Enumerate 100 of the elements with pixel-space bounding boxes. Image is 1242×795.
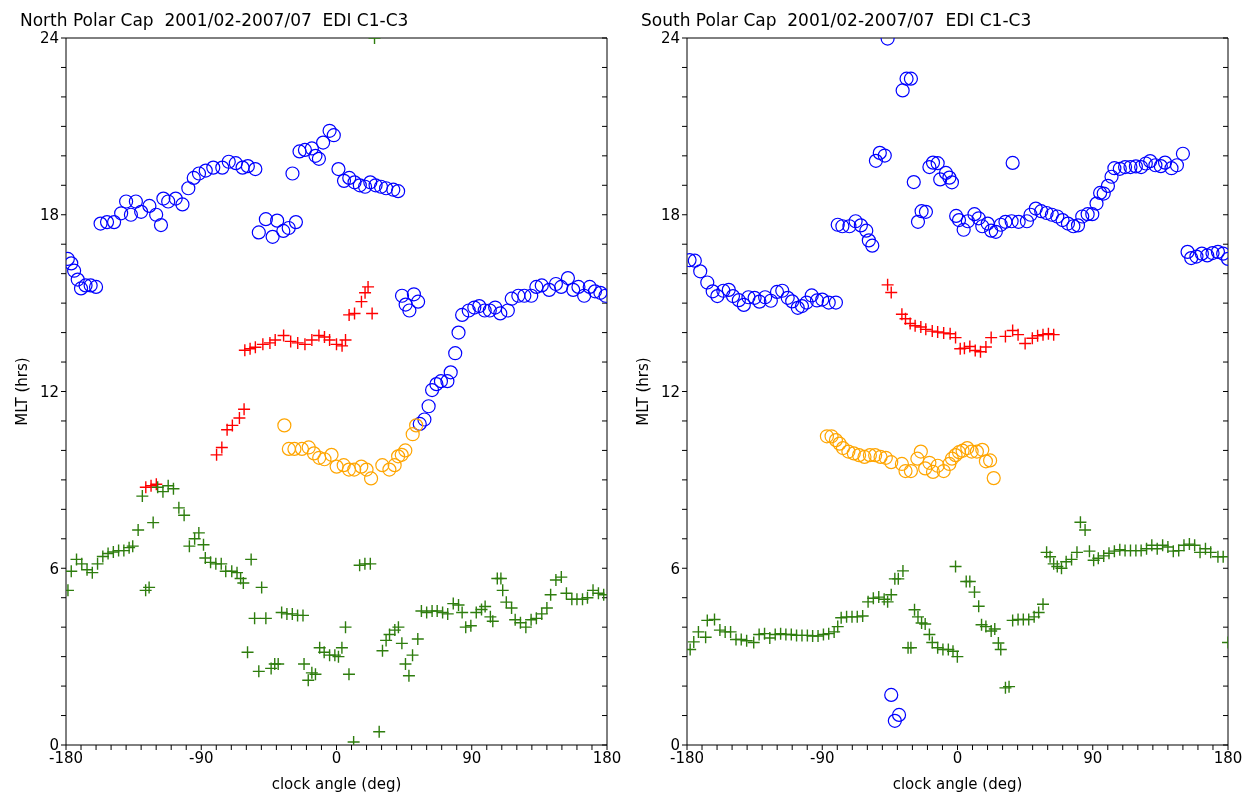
point xyxy=(312,328,326,343)
y-tick-label: 12 xyxy=(660,382,680,401)
x-axis-title: clock angle (deg) xyxy=(892,775,1023,793)
point xyxy=(894,456,909,472)
chart-title: North Polar Cap 2001/02-2007/07 EDI C1-C3 xyxy=(20,10,409,30)
point xyxy=(957,341,972,355)
point xyxy=(930,458,945,473)
point xyxy=(919,322,933,337)
point xyxy=(281,441,296,457)
point xyxy=(209,448,224,462)
point xyxy=(248,340,263,355)
x-tick-label: 0 xyxy=(952,748,963,767)
point xyxy=(237,402,251,416)
point xyxy=(375,458,390,473)
point xyxy=(978,454,993,469)
point xyxy=(363,471,379,486)
chart-title: South Polar Cap 2001/02-2007/07 EDI C1-C3 xyxy=(641,10,1032,30)
x-axis-title: clock angle (deg) xyxy=(271,775,402,793)
x-tick-label: 90 xyxy=(1083,748,1103,767)
point xyxy=(1030,329,1045,343)
point xyxy=(232,411,247,425)
point xyxy=(936,326,951,340)
point xyxy=(329,459,344,474)
y-tick-label: 24 xyxy=(39,29,59,48)
point xyxy=(873,449,888,464)
point xyxy=(898,463,913,479)
point xyxy=(942,456,957,472)
point xyxy=(998,329,1013,344)
point xyxy=(922,455,937,470)
point xyxy=(857,449,872,464)
point xyxy=(913,444,928,459)
point xyxy=(944,451,960,466)
point xyxy=(828,433,844,448)
point xyxy=(294,441,310,457)
point xyxy=(986,471,1001,486)
point xyxy=(225,418,240,433)
point xyxy=(382,462,397,477)
point xyxy=(908,319,922,333)
point xyxy=(984,330,998,345)
point xyxy=(948,448,963,463)
y-tick-label: 12 xyxy=(39,382,59,401)
y-tick-label: 6 xyxy=(670,559,680,578)
point xyxy=(361,280,375,294)
point xyxy=(398,443,413,458)
point xyxy=(975,442,990,457)
point xyxy=(925,464,941,480)
point xyxy=(324,447,339,462)
point xyxy=(918,461,933,476)
point xyxy=(983,453,998,468)
point xyxy=(955,443,970,458)
y-tick-label: 18 xyxy=(660,206,680,225)
point xyxy=(1046,327,1061,342)
point xyxy=(387,458,402,473)
point xyxy=(243,342,257,356)
point xyxy=(306,446,322,461)
point xyxy=(851,448,867,463)
point xyxy=(342,308,356,322)
point xyxy=(895,307,909,322)
point xyxy=(365,306,379,321)
x-tick-label: 0 xyxy=(331,748,342,767)
x-tick-label: -90 xyxy=(189,748,214,767)
y-tick-label: 18 xyxy=(39,206,59,225)
x-tick-label: -90 xyxy=(810,748,835,767)
point xyxy=(139,480,153,494)
y-axis-title: MLT (hrs) xyxy=(634,357,653,426)
point xyxy=(354,459,369,474)
point xyxy=(846,446,861,461)
point xyxy=(335,339,349,353)
point xyxy=(925,324,939,338)
point xyxy=(979,340,993,354)
y-axis-title: MLT (hrs) xyxy=(13,357,32,426)
point xyxy=(268,333,282,347)
x-tick-label: 90 xyxy=(462,748,482,767)
point xyxy=(220,423,234,437)
point xyxy=(338,333,353,347)
point xyxy=(973,345,988,359)
point xyxy=(930,325,945,339)
point xyxy=(347,306,362,321)
point xyxy=(832,436,847,451)
y-tick-label: 24 xyxy=(660,29,680,48)
point xyxy=(291,336,305,350)
point xyxy=(405,427,420,442)
point xyxy=(824,429,839,444)
point xyxy=(305,333,319,347)
point xyxy=(347,462,362,477)
point xyxy=(312,450,327,465)
point xyxy=(964,444,979,459)
point xyxy=(341,462,357,477)
x-tick-label: 180 xyxy=(592,748,622,767)
point xyxy=(317,452,332,467)
y-tick-label: 6 xyxy=(49,559,59,578)
point xyxy=(1025,331,1040,345)
point xyxy=(878,450,893,465)
point xyxy=(960,440,975,456)
point xyxy=(144,479,158,493)
point xyxy=(969,444,984,459)
point xyxy=(287,441,302,457)
point xyxy=(298,337,312,352)
x-tick-label: 180 xyxy=(1213,748,1242,767)
point xyxy=(277,418,292,433)
